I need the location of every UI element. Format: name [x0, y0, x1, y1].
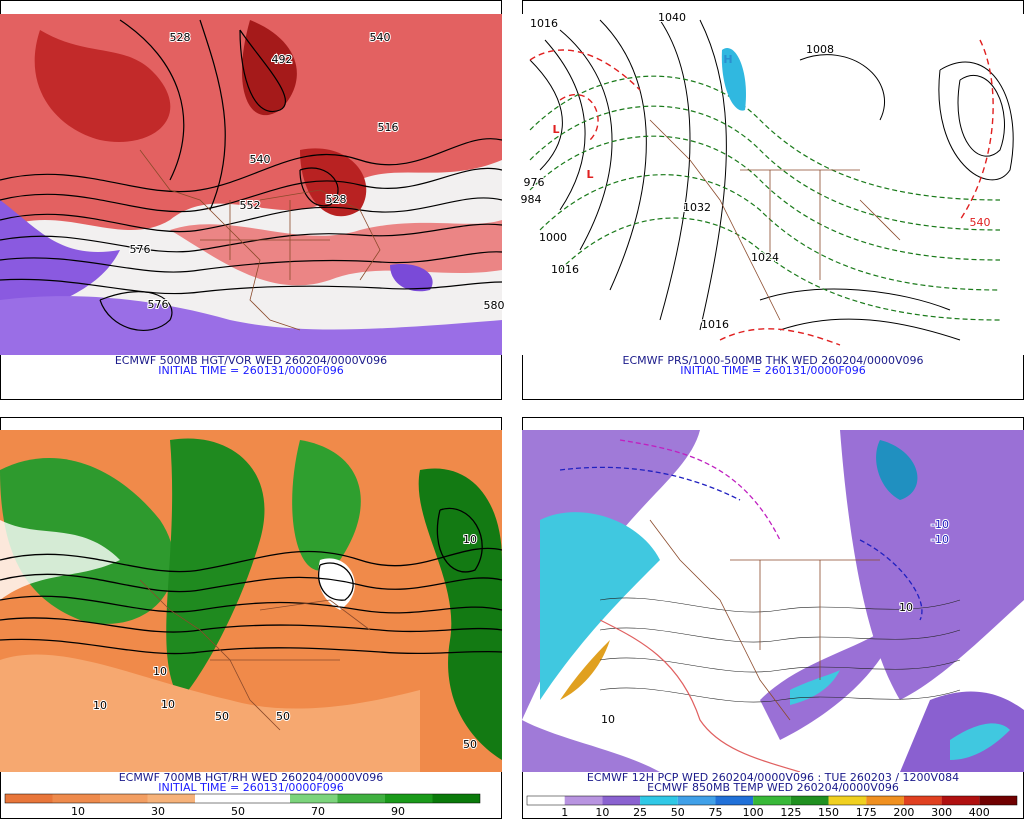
- contour-label: 576: [148, 298, 169, 311]
- map-500mb: [0, 14, 502, 355]
- legend-swatch: [866, 796, 904, 805]
- map-700mb: [0, 430, 502, 772]
- contour-label: 10: [601, 713, 615, 726]
- legend-swatch: [640, 796, 678, 805]
- legend-swatch: [753, 796, 791, 805]
- legend-swatch: [195, 794, 243, 803]
- legend-label: 70: [311, 805, 325, 818]
- map-pressure: [522, 14, 1024, 355]
- legend-label: 75: [708, 806, 722, 819]
- legend-swatch: [903, 796, 942, 805]
- caption-line: ECMWF 850MB TEMP WED 260204/0000V096: [647, 781, 899, 794]
- contour-label: 516: [378, 121, 399, 134]
- legend-label: 150: [818, 806, 839, 819]
- legend-swatch: [527, 796, 565, 805]
- contour-label: 50: [215, 710, 229, 723]
- legend-label: 50: [231, 805, 245, 818]
- contour-label: 576: [130, 243, 151, 256]
- contour-label: 976: [524, 176, 545, 189]
- legend-label: 10: [71, 805, 85, 818]
- contour-label: 1016: [551, 263, 579, 276]
- legend-swatch: [385, 794, 433, 803]
- contour-label: 492: [272, 53, 293, 66]
- contour-label: L: [586, 168, 593, 181]
- caption-line: ECMWF 500MB HGT/VOR WED 260204/0000V096: [115, 354, 387, 367]
- contour-label: 10: [153, 665, 167, 678]
- legend-swatch: [147, 794, 195, 803]
- legend-swatch: [941, 796, 980, 805]
- legend-label: 100: [743, 806, 764, 819]
- legend-swatch: [564, 796, 603, 805]
- contour-label: 1000: [539, 231, 567, 244]
- legend-swatch: [677, 796, 716, 805]
- legend-swatch: [790, 796, 829, 805]
- contour-label: 50: [276, 710, 290, 723]
- legend-label: 90: [391, 805, 405, 818]
- legend-swatch: [828, 796, 867, 805]
- legend-swatch: [290, 794, 338, 803]
- caption-line: ECMWF 12H PCP WED 260204/0000V096 : TUE …: [587, 771, 959, 784]
- legend-label: 30: [151, 805, 165, 818]
- legend-label: 300: [931, 806, 952, 819]
- contour-label: -10: [931, 533, 949, 546]
- contour-label: 10: [899, 601, 913, 614]
- contour-label: -10: [931, 518, 949, 531]
- map-precip: [522, 430, 1024, 772]
- contour-label: 1024: [751, 251, 779, 264]
- caption-line: INITIAL TIME = 260131/0000F096: [680, 364, 865, 377]
- legend-frame: [526, 795, 1018, 806]
- caption-line: INITIAL TIME = 260131/0000F096: [158, 781, 343, 794]
- legend-swatch: [100, 794, 148, 803]
- legend-swatch: [715, 796, 754, 805]
- contour-label: 540: [250, 153, 271, 166]
- caption-line: ECMWF 700MB HGT/RH WED 260204/0000V096: [119, 771, 384, 784]
- contour-label: L: [552, 123, 559, 136]
- contour-label: 1016: [701, 318, 729, 331]
- legend-swatch: [242, 794, 290, 803]
- contour-label: 528: [170, 31, 191, 44]
- contour-label: 10: [463, 533, 477, 546]
- legend-swatch: [337, 794, 385, 803]
- contour-label: 10: [161, 698, 175, 711]
- caption-line: ECMWF PRS/1000-500MB THK WED 260204/0000…: [623, 354, 924, 367]
- legend-swatch: [432, 794, 480, 803]
- legend-label: 175: [856, 806, 877, 819]
- legend-label: 400: [969, 806, 990, 819]
- contour-label: 580: [484, 299, 505, 312]
- contour-label: 1040: [658, 11, 686, 24]
- contour-label: 528: [326, 193, 347, 206]
- legend-swatch: [52, 794, 100, 803]
- legend-label: 50: [671, 806, 685, 819]
- contour-label: H: [723, 53, 732, 66]
- contour-label: 10: [93, 699, 107, 712]
- contour-label: 1016: [530, 17, 558, 30]
- contour-label: 552: [240, 199, 261, 212]
- contour-label: 1008: [806, 43, 834, 56]
- legend-label: 1: [561, 806, 568, 819]
- legend-swatch: [602, 796, 641, 805]
- legend-label: 25: [633, 806, 647, 819]
- legend-label: 125: [780, 806, 801, 819]
- contour-label: 984: [521, 193, 542, 206]
- legend-swatch: [979, 796, 1017, 805]
- contour-label: 540: [370, 31, 391, 44]
- caption-line: INITIAL TIME = 260131/0000F096: [158, 364, 343, 377]
- legend-label: 200: [893, 806, 914, 819]
- captions: ECMWF 500MB HGT/VOR WED 260204/0000V096I…: [115, 354, 959, 794]
- legend-swatch: [5, 794, 53, 803]
- legend-frame: [4, 793, 481, 804]
- map-labels: 528 540 492 552 528 516 576 540 576 580 1040 1016 10…: [92, 10, 992, 752]
- legend-label: 10: [595, 806, 609, 819]
- legends: 10 30 50 70 90 1 10 25 50 75 100 125 150 175 200 300 400: [4, 793, 1018, 819]
- contour-label: 540: [970, 216, 991, 229]
- contour-label: 1032: [683, 201, 711, 214]
- contour-label: 50: [463, 738, 477, 751]
